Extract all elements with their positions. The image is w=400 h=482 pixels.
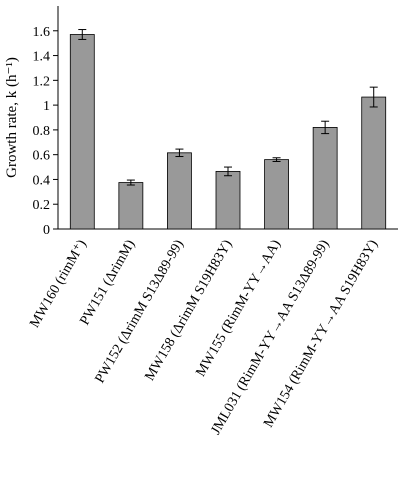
y-tick-label: 1.6 xyxy=(33,25,51,40)
bar xyxy=(312,127,338,230)
bars-group xyxy=(69,34,387,230)
y-tick-label: 1.2 xyxy=(33,74,51,89)
x-category-label: MW158 (ΔrimM S19H83Y) xyxy=(143,237,236,383)
y-ticks-group: 0 0.2 0.4 0.6 0.8 1 1.2 1.4 1.6 xyxy=(33,25,58,238)
x-category-label: PW152 (ΔrimM S13Δ89-99) xyxy=(93,237,187,386)
bar xyxy=(69,34,95,230)
y-tick-label: 0.2 xyxy=(33,198,51,213)
bar xyxy=(118,182,144,230)
y-tick-label: 0.6 xyxy=(33,149,51,164)
bar xyxy=(264,159,289,230)
y-tick-label: 0.4 xyxy=(33,173,51,188)
bar xyxy=(361,96,387,230)
y-tick-label: 0 xyxy=(43,223,50,238)
x-category-label: MW155 (RimM-YY→AA) xyxy=(193,237,284,379)
y-tick-label: 1.4 xyxy=(33,50,51,65)
bar xyxy=(215,170,241,230)
bar xyxy=(167,152,192,230)
x-labels-group: MW160 (rimM⁺)PW151 (ΔrimM)PW152 (ΔrimM S… xyxy=(27,237,381,437)
y-tick-label: 0.8 xyxy=(33,124,51,139)
error-bars-group xyxy=(78,29,378,186)
y-tick-label: 1 xyxy=(43,99,50,114)
y-axis-title: Growth rate, k (h⁻¹) xyxy=(4,57,20,178)
